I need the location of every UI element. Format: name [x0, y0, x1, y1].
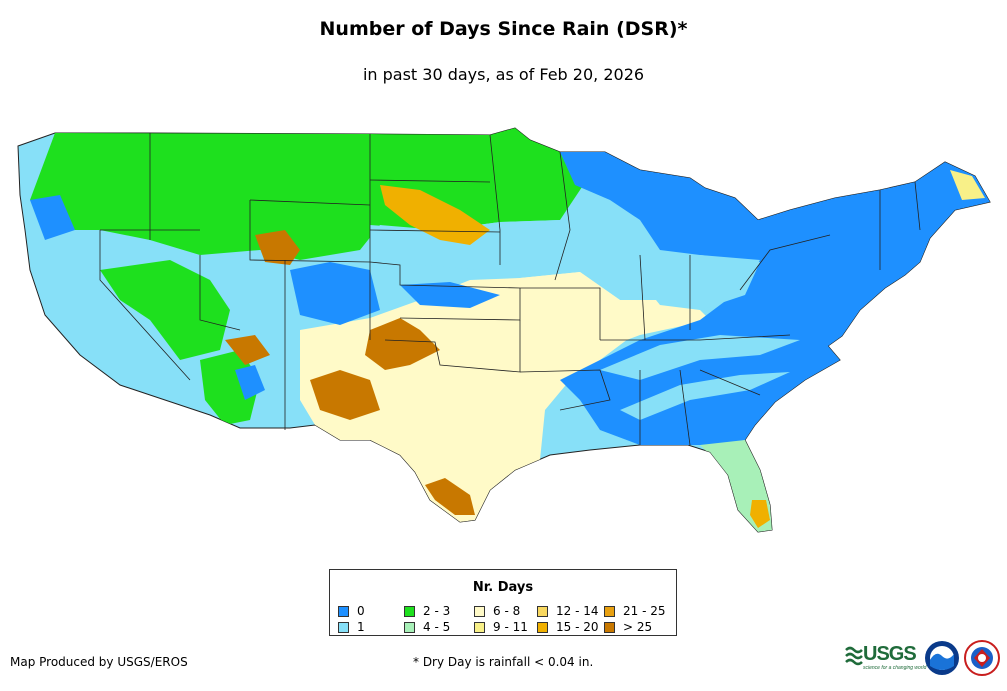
legend-item-7: 15 - 20 [537, 620, 599, 634]
legend-swatch-5 [474, 621, 485, 633]
region-east-blue [560, 152, 990, 445]
map-title: Number of Days Since Rain (DSR)* [319, 18, 688, 40]
legend-swatch-0 [338, 605, 349, 617]
region-southeast-stripe-2 [620, 372, 790, 420]
state-boundaries [99, 133, 921, 446]
legend-label-8: 21 - 25 [623, 604, 666, 618]
region-ohio-lightblue [640, 255, 760, 310]
region-nm-brown [225, 335, 270, 365]
region-dakota-orange [380, 185, 490, 245]
legend-item-8: 21 - 25 [604, 604, 666, 618]
legend-item-5: 9 - 11 [474, 620, 528, 634]
legend-swatch-4 [474, 605, 485, 617]
region-maine-tip [950, 170, 985, 200]
legend-label-2: 2 - 3 [423, 604, 451, 618]
region-rockies-brown [255, 230, 300, 265]
noaa-logo-icon [925, 641, 959, 675]
legend-label-5: 9 - 11 [493, 620, 528, 634]
usgs-tagline: science for a changing world [863, 665, 927, 671]
legend-swatch-9 [604, 621, 615, 633]
dsr-map [17, 127, 991, 533]
region-south-texas-brown [425, 478, 475, 515]
legend-item-9: > 25 [604, 620, 652, 634]
legend-title: Nr. Days [472, 580, 534, 595]
legend-item-4: 6 - 8 [474, 604, 520, 618]
nws-logo-icon [964, 640, 1000, 676]
credit-text: Map Produced by USGS/EROS [10, 655, 188, 669]
legend-swatch-2 [404, 605, 415, 617]
region-southeast-stripe-1 [600, 335, 800, 380]
legend-swatch-6 [537, 605, 548, 617]
legend-label-3: 4 - 5 [423, 620, 451, 634]
legend-item-6: 12 - 14 [537, 604, 599, 618]
legend-label-0: 0 [357, 604, 365, 618]
region-panhandle-brown [365, 318, 440, 370]
legend-item-2: 2 - 3 [404, 604, 450, 618]
region-kansas-blue [400, 282, 500, 308]
region-west-texas-brown [310, 370, 380, 420]
region-arizona-blue [235, 365, 265, 400]
legend-item-1: 1 [338, 620, 365, 634]
legend: Nr. Days 0 1 2 - 3 4 - 5 6 - 8 9 - 11 12… [329, 569, 677, 636]
usgs-logo: USGS science for a changing world [845, 642, 926, 674]
legend-swatch-8 [604, 605, 615, 617]
region-colorado-blue [290, 262, 380, 325]
legend-swatch-3 [404, 621, 415, 633]
usgs-logo-text: USGS [863, 643, 917, 665]
region-oregon-blue [30, 195, 75, 240]
legend-swatch-7 [537, 621, 548, 633]
legend-swatch-1 [338, 621, 349, 633]
legend-label-7: 15 - 20 [556, 620, 599, 634]
region-midwest-yellow [520, 272, 710, 350]
map-regions [17, 127, 991, 533]
legend-label-4: 6 - 8 [493, 604, 521, 618]
legend-label-9: > 25 [623, 620, 653, 634]
legend-item-0: 0 [338, 604, 365, 618]
legend-label-6: 12 - 14 [556, 604, 599, 618]
map-subtitle: in past 30 days, as of Feb 20, 2026 [362, 65, 645, 84]
usgs-wave-icon [845, 646, 863, 666]
region-florida-orange [750, 500, 770, 528]
legend-item-3: 4 - 5 [404, 620, 450, 634]
region-great-basin-green [100, 260, 230, 360]
legend-label-1: 1 [357, 620, 365, 634]
dry-day-note: * Dry Day is rainfall < 0.04 in. [413, 655, 594, 669]
